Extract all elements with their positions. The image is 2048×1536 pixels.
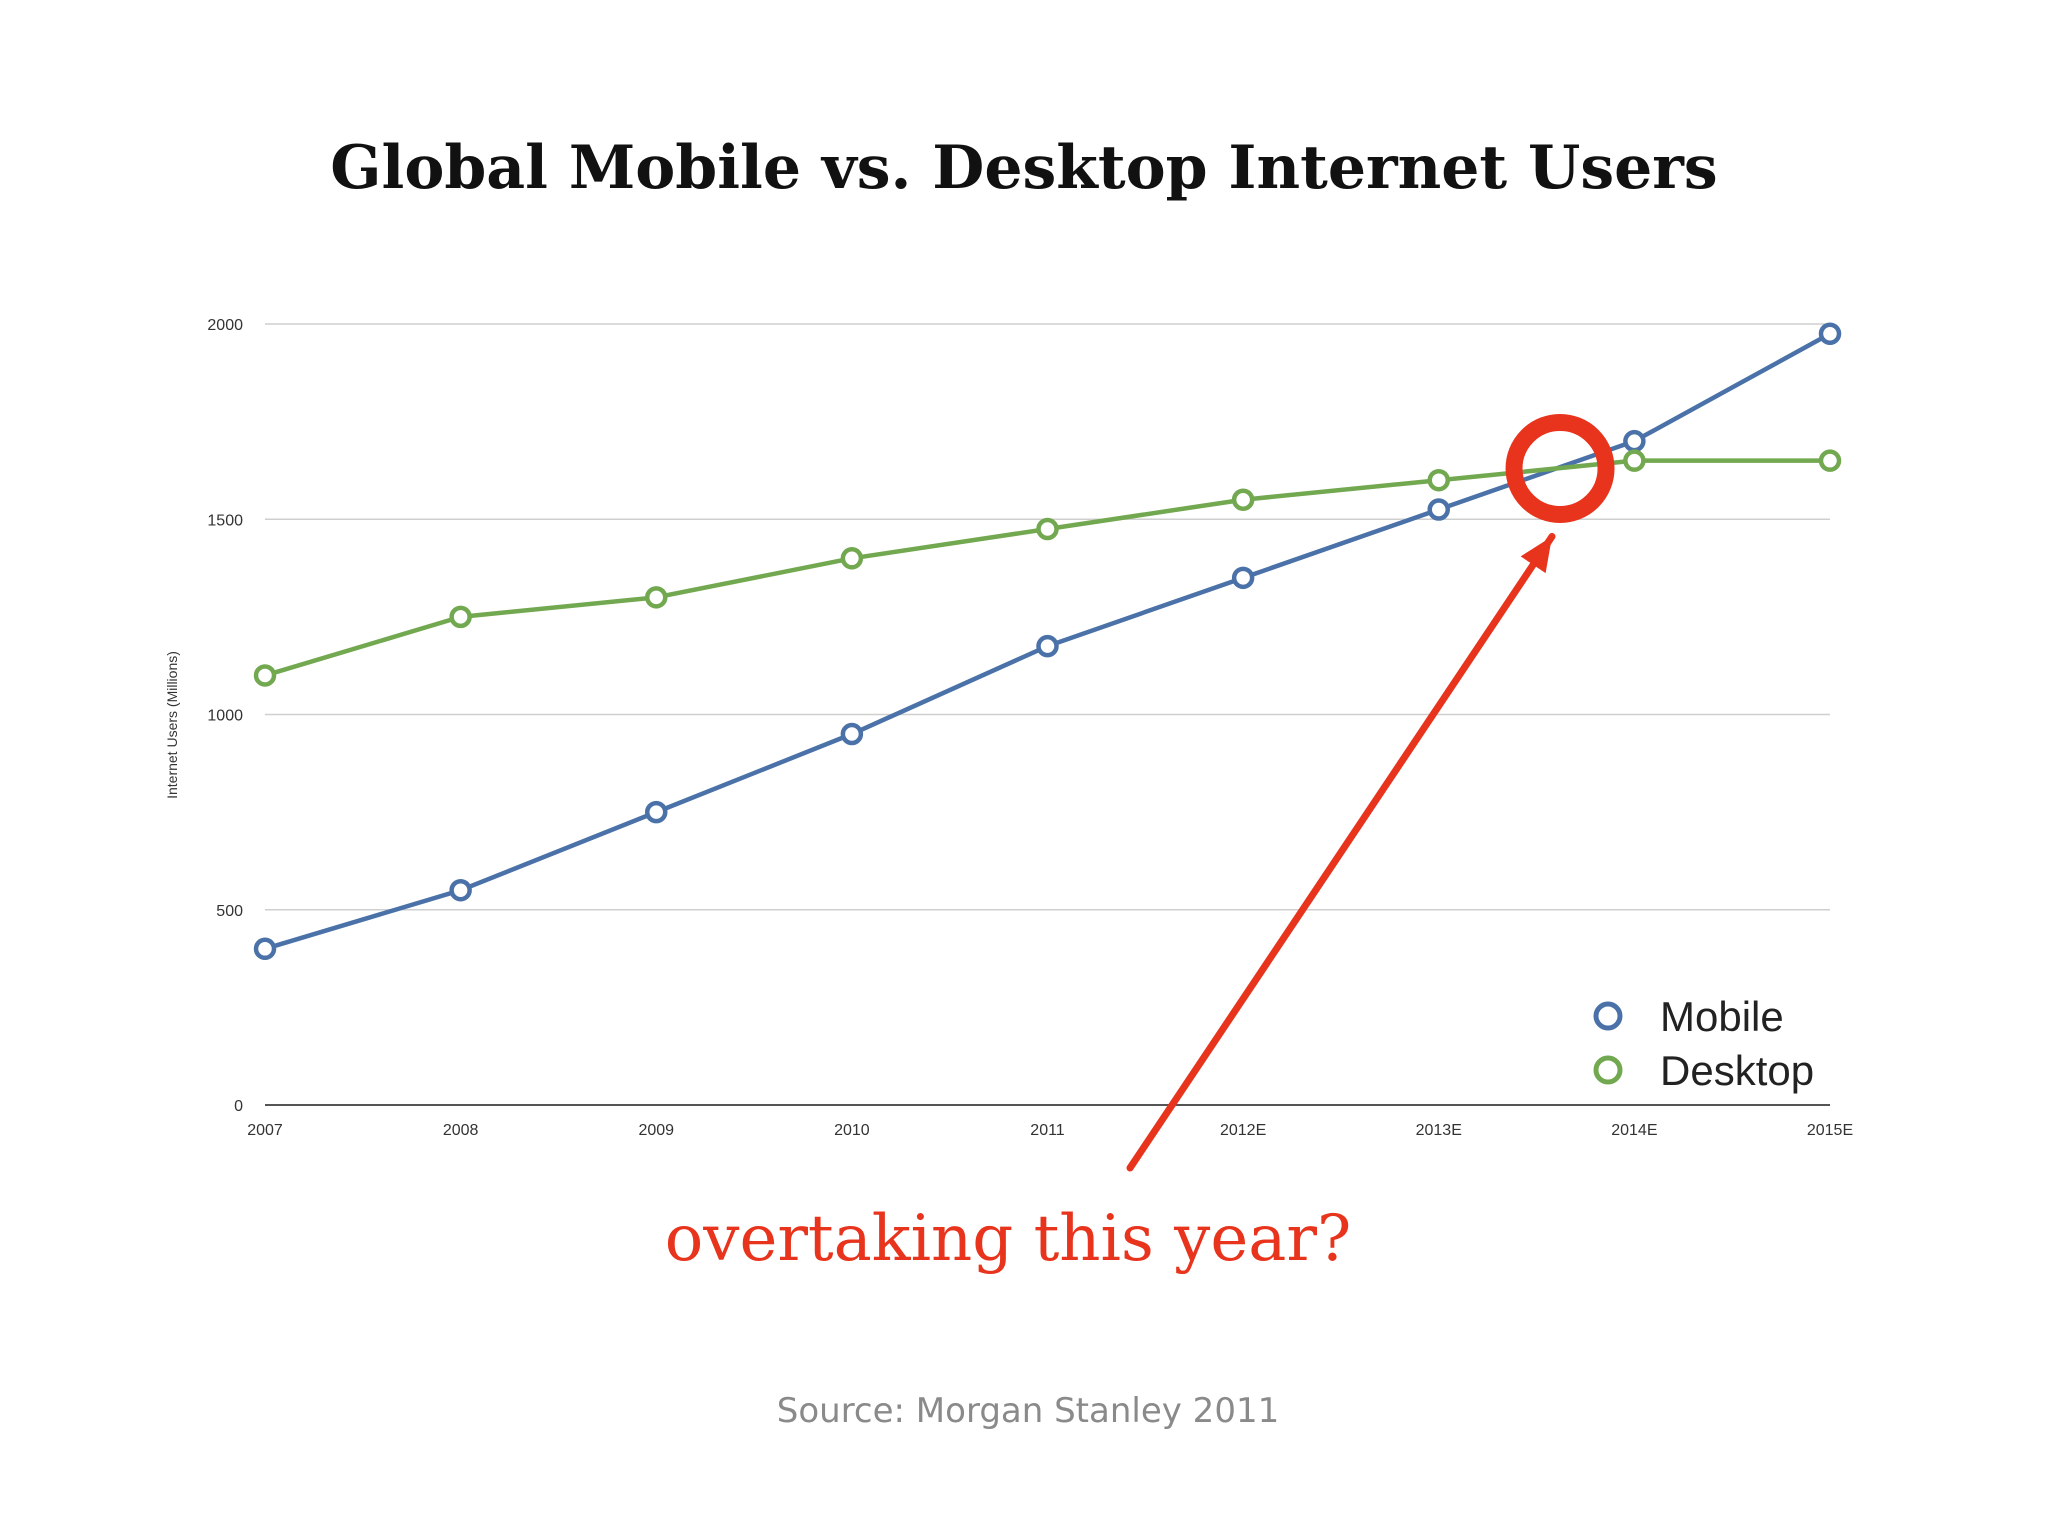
y-tick-label: 2000 <box>207 317 243 334</box>
data-point-mobile <box>253 937 277 961</box>
data-point-desktop <box>1623 449 1646 472</box>
data-point-desktop <box>253 664 277 687</box>
data-point-desktop <box>1036 517 1059 541</box>
legend-label-desktop: Desktop <box>1660 1047 1814 1094</box>
x-tick-label: 2013E <box>1416 1122 1462 1139</box>
x-tick-label: 2010 <box>834 1122 870 1139</box>
y-tick-label: 1000 <box>207 708 243 725</box>
data-point-mobile <box>1427 498 1450 521</box>
data-point-mobile <box>1623 429 1646 453</box>
x-axis-ticks: 2007 2008 2009 2010 2011 2012E 2013E 2014E 2015E <box>247 1122 1853 1139</box>
data-point-mobile <box>645 800 668 824</box>
series-layer <box>253 322 1842 961</box>
x-tick-label: 2011 <box>1030 1122 1065 1139</box>
data-point-mobile <box>1231 566 1255 590</box>
x-tick-label: 2015E <box>1807 1122 1853 1139</box>
legend-label-mobile: Mobile <box>1660 993 1784 1040</box>
y-axis-label: Internet Users (Millions) <box>164 651 180 799</box>
y-tick-label: 0 <box>234 1098 243 1115</box>
legend-marker-mobile <box>1593 1001 1623 1031</box>
y-axis-ticks: 0 500 1000 1500 2000 <box>207 317 243 1115</box>
data-point-mobile <box>1818 322 1842 346</box>
data-point-desktop <box>1427 468 1450 492</box>
series-desktop <box>253 449 1842 687</box>
annotation-arrowhead <box>1520 536 1553 574</box>
legend-marker-desktop <box>1593 1055 1623 1085</box>
data-point-desktop <box>645 586 668 609</box>
crossover-ring <box>1505 413 1615 523</box>
data-point-mobile <box>449 878 472 902</box>
data-point-desktop <box>1231 488 1255 511</box>
series-mobile <box>253 322 1842 961</box>
source-note: Source: Morgan Stanley 2011 <box>777 1391 1279 1431</box>
x-tick-label: 2009 <box>638 1122 674 1139</box>
y-tick-label: 500 <box>216 903 243 920</box>
annotation <box>1126 413 1615 1172</box>
data-point-mobile <box>1036 634 1059 658</box>
annotation-arrow <box>1126 532 1556 1172</box>
x-tick-label: 2012E <box>1220 1122 1266 1139</box>
chart-title: Global Mobile vs. Desktop Internet Users <box>330 133 1717 203</box>
data-point-desktop <box>449 605 472 629</box>
legend: Mobile Desktop <box>1593 993 1814 1094</box>
x-tick-label: 2008 <box>443 1122 479 1139</box>
annotation-text: overtaking this year? <box>665 1202 1352 1276</box>
data-point-desktop <box>840 547 864 570</box>
data-point-desktop <box>1818 449 1842 472</box>
x-tick-label: 2007 <box>247 1122 283 1139</box>
y-tick-label: 1500 <box>207 512 243 529</box>
data-point-mobile <box>840 722 864 746</box>
x-tick-label: 2014E <box>1611 1122 1657 1139</box>
